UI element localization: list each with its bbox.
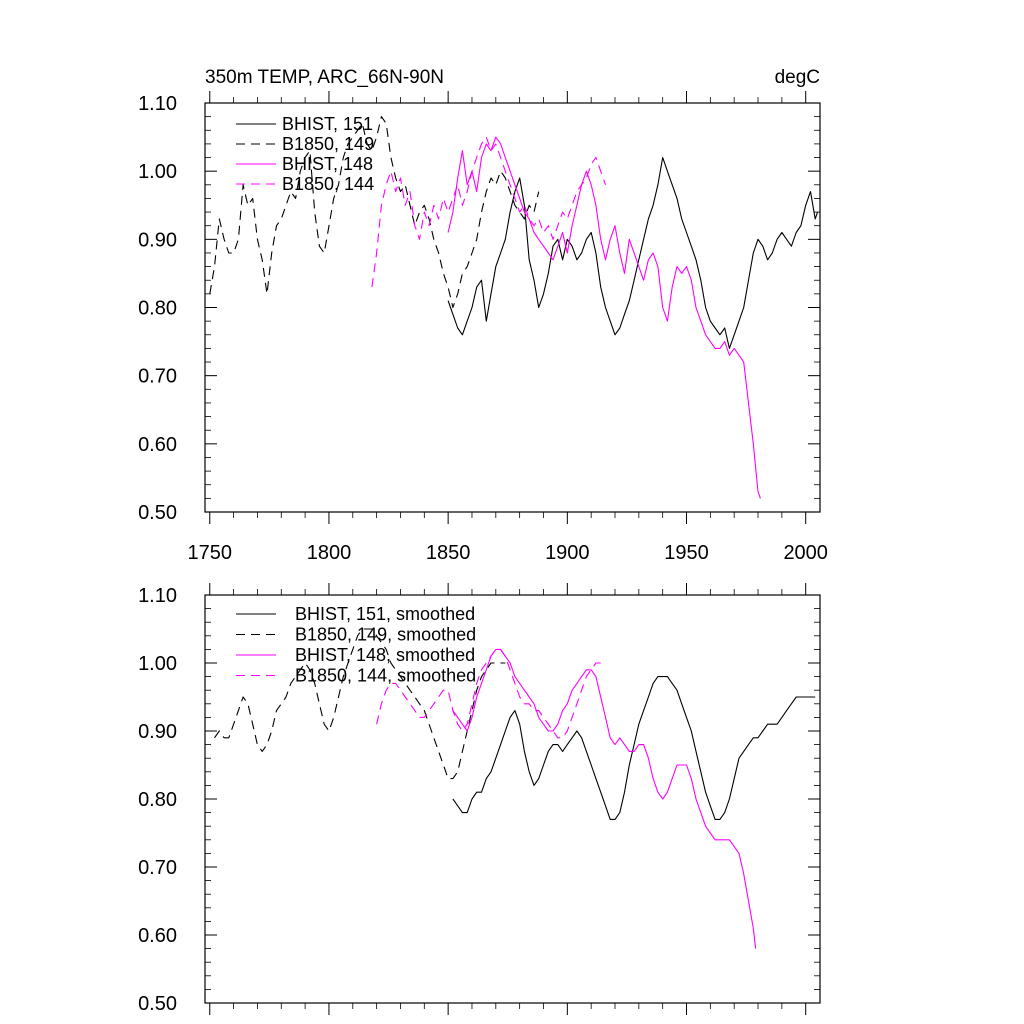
x-tick-label: 1900: [545, 542, 590, 564]
bottom-panel: 0.50 0.60 0.70 0.80 0.90 1.00 1.10 BHIST, 151, …: [138, 583, 821, 1015]
series-line-b1850-144-smoothed: [376, 648, 601, 739]
legend-label: BHIST, 151: [282, 114, 373, 134]
legend-label: BHIST, 148: [282, 154, 373, 174]
y-tick-label: 0.90: [138, 721, 177, 743]
x-tick-label: 1750: [188, 542, 233, 564]
y-tick-label: 0.70: [138, 857, 177, 879]
y-tick-label: 1.00: [138, 653, 177, 675]
x-tick-label: 1800: [307, 542, 352, 564]
x-tick-label: 1850: [426, 542, 471, 564]
series-line-bhist-148: [447, 136, 761, 499]
legend-label: B1850, 149, smoothed: [295, 625, 476, 645]
y-tick-label: 0.60: [138, 925, 177, 947]
series-line-bhist-151: [447, 156, 819, 349]
series-line-b1850-149: [209, 116, 540, 309]
y-tick-label: 1.00: [138, 161, 177, 183]
series-line-b1850-144: [371, 136, 607, 288]
legend-label: B1850, 149: [282, 134, 374, 154]
top-panel: 0.50 0.60 0.70 0.80 0.90 1.00 1.10 1750 1800 1850…: [138, 91, 828, 564]
y-tick-label: 0.80: [138, 298, 177, 320]
y-tick-label: 1.10: [138, 93, 177, 115]
y-tick-label: 1.10: [138, 585, 177, 607]
legend-label: BHIST, 151, smoothed: [295, 604, 475, 624]
y-tick-label: 0.50: [138, 993, 177, 1015]
series-line-bhist-151-smoothed: [452, 676, 816, 820]
y-tick-label: 0.80: [138, 789, 177, 811]
legend-label: BHIST, 148, smoothed: [295, 645, 475, 665]
x-tick-label: 1950: [664, 542, 709, 564]
y-tick-label: 0.60: [138, 434, 177, 456]
legend-label: B1850, 144, smoothed: [295, 666, 476, 686]
top-panel-units: degC: [775, 67, 820, 88]
legend-label: B1850, 144: [282, 174, 374, 194]
y-tick-label: 0.70: [138, 366, 177, 388]
x-tick-label: 2000: [783, 542, 828, 564]
top-panel-title: 350m TEMP, ARC_66N-90N: [205, 67, 444, 88]
y-tick-label: 0.50: [138, 502, 177, 524]
y-tick-label: 0.90: [138, 229, 177, 251]
series-line-bhist-148-smoothed: [452, 648, 757, 949]
series-line-b1850-149-smoothed: [214, 628, 506, 780]
